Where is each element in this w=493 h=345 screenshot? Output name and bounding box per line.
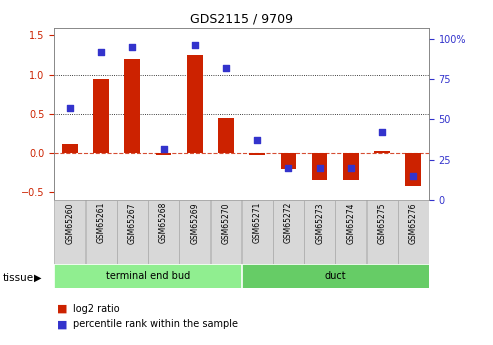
Text: GSM65274: GSM65274 (347, 202, 355, 244)
Text: log2 ratio: log2 ratio (73, 304, 120, 314)
Title: GDS2115 / 9709: GDS2115 / 9709 (190, 12, 293, 25)
Point (316, 165, 323, 171)
Text: duct: duct (324, 271, 346, 281)
Point (347, 165, 355, 171)
Text: GSM65273: GSM65273 (315, 202, 324, 244)
Text: GSM65261: GSM65261 (97, 202, 106, 243)
FancyBboxPatch shape (242, 200, 273, 264)
Text: ■: ■ (57, 304, 67, 314)
Text: GSM65268: GSM65268 (159, 202, 168, 243)
FancyBboxPatch shape (148, 200, 179, 264)
FancyBboxPatch shape (179, 200, 210, 264)
FancyBboxPatch shape (211, 200, 242, 264)
FancyBboxPatch shape (86, 200, 116, 264)
Text: GSM65270: GSM65270 (221, 202, 230, 244)
Bar (62, 144, 78, 153)
Bar (281, 153, 296, 169)
Text: percentile rank within the sample: percentile rank within the sample (73, 319, 238, 329)
Text: GSM65271: GSM65271 (253, 202, 262, 243)
Bar (249, 153, 265, 155)
Point (66, 106, 74, 111)
Text: GSM65272: GSM65272 (284, 202, 293, 243)
FancyBboxPatch shape (335, 200, 366, 264)
FancyBboxPatch shape (367, 200, 397, 264)
Bar (312, 153, 327, 180)
FancyBboxPatch shape (398, 200, 429, 264)
Point (378, 130, 386, 135)
FancyBboxPatch shape (242, 264, 429, 288)
Text: tissue: tissue (2, 273, 34, 283)
Bar (156, 153, 172, 155)
Bar (124, 59, 140, 153)
FancyBboxPatch shape (273, 200, 304, 264)
Point (222, 65, 230, 71)
Bar (93, 79, 109, 153)
FancyBboxPatch shape (54, 264, 242, 288)
Text: GSM65269: GSM65269 (190, 202, 199, 244)
Text: ▶: ▶ (34, 273, 41, 283)
Point (284, 165, 292, 171)
Bar (374, 151, 390, 153)
Bar (187, 55, 203, 153)
Point (160, 146, 168, 151)
Text: terminal end bud: terminal end bud (106, 271, 190, 281)
Bar (343, 153, 359, 180)
Text: GSM65260: GSM65260 (66, 202, 74, 244)
FancyBboxPatch shape (304, 200, 335, 264)
FancyBboxPatch shape (117, 200, 148, 264)
Point (191, 42, 199, 48)
Point (97, 49, 105, 55)
Text: GSM65267: GSM65267 (128, 202, 137, 244)
Point (253, 138, 261, 143)
Text: ■: ■ (57, 319, 67, 329)
Bar (405, 153, 421, 186)
Text: GSM65275: GSM65275 (378, 202, 387, 244)
FancyBboxPatch shape (54, 200, 85, 264)
Text: GSM65276: GSM65276 (409, 202, 418, 244)
Bar (218, 118, 234, 153)
Point (128, 44, 136, 50)
Point (409, 173, 417, 179)
